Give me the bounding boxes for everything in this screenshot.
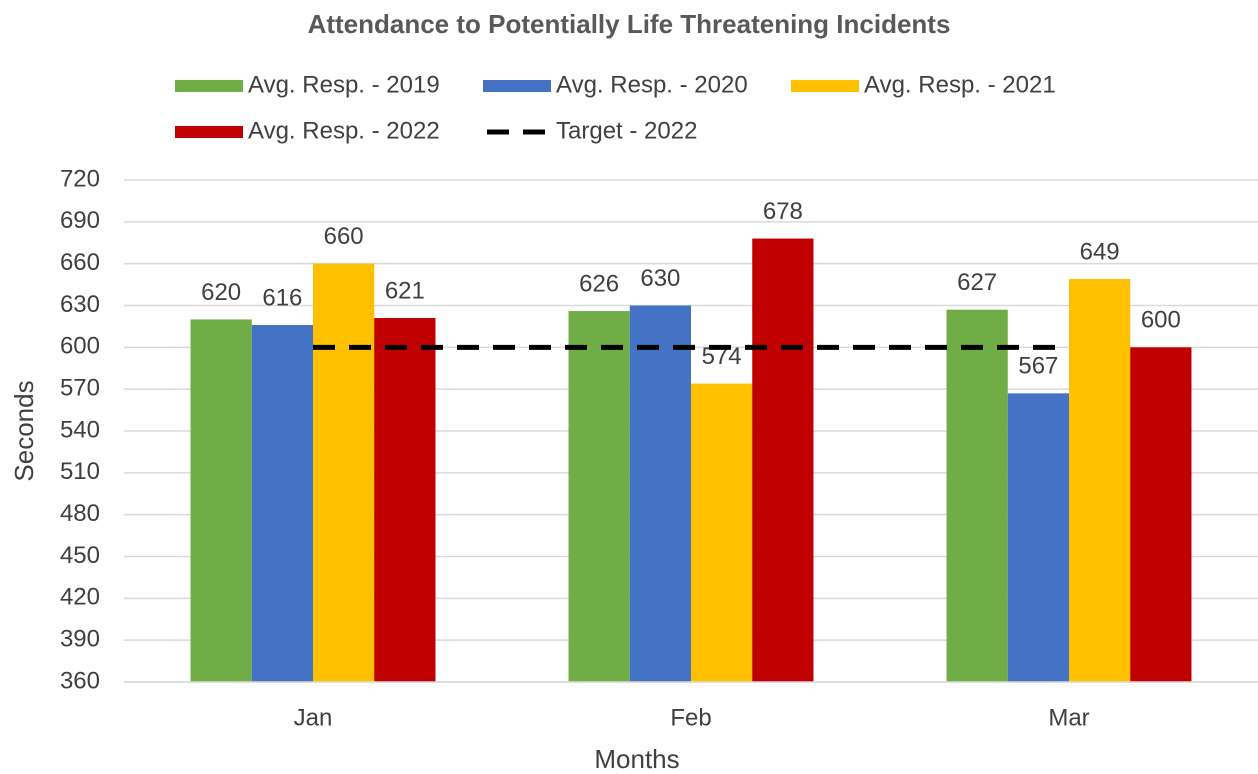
y-tick-label: 570: [60, 375, 100, 402]
bar: [946, 309, 1008, 682]
bar: [374, 318, 436, 682]
data-label: 620: [201, 279, 241, 306]
x-tick-label: Mar: [1048, 704, 1089, 731]
y-tick-label: 390: [60, 626, 100, 653]
x-tick-label: Feb: [670, 704, 711, 731]
bar: [1069, 279, 1131, 682]
x-axis-title: Months: [594, 744, 679, 774]
y-tick-label: 540: [60, 416, 100, 443]
bar: [1007, 393, 1069, 682]
data-label: 626: [579, 270, 619, 297]
bar: [190, 319, 252, 682]
data-label: 649: [1080, 238, 1120, 265]
bar: [629, 305, 691, 682]
y-tick-label: 660: [60, 249, 100, 276]
y-tick-label: 630: [60, 291, 100, 318]
bar: [568, 311, 630, 682]
bar: [1130, 347, 1192, 682]
y-tick-label: 510: [60, 458, 100, 485]
y-tick-label: 450: [60, 542, 100, 569]
legend-label: Avg. Resp. - 2021: [864, 71, 1056, 98]
data-label: 616: [262, 284, 302, 311]
data-label: 567: [1018, 353, 1058, 380]
y-tick-label: 360: [60, 667, 100, 694]
legend-swatch: [175, 80, 243, 92]
legend-swatch: [791, 80, 859, 92]
legend-label: Avg. Resp. - 2019: [248, 71, 440, 98]
data-label: 678: [763, 198, 803, 225]
bar: [313, 263, 375, 682]
legend-swatch: [175, 126, 243, 138]
y-tick-label: 420: [60, 584, 100, 611]
data-label: 660: [324, 223, 364, 250]
x-tick-label: Jan: [294, 704, 333, 731]
legend-label: Avg. Resp. - 2020: [556, 71, 748, 98]
y-tick-label: 600: [60, 333, 100, 360]
data-label: 627: [957, 269, 997, 296]
bar: [691, 383, 753, 682]
data-label: 621: [385, 277, 425, 304]
data-label: 630: [640, 265, 680, 292]
legend-label: Target - 2022: [556, 117, 697, 144]
legend-swatch: [483, 80, 551, 92]
bar: [251, 325, 313, 682]
y-tick-label: 720: [60, 165, 100, 192]
y-tick-label: 690: [60, 207, 100, 234]
chart-title: Attendance to Potentially Life Threateni…: [308, 9, 951, 39]
data-label: 600: [1141, 307, 1181, 334]
bar: [752, 238, 814, 683]
y-axis-title: Seconds: [9, 380, 39, 481]
y-tick-label: 480: [60, 500, 100, 527]
legend-label: Avg. Resp. - 2022: [248, 117, 440, 144]
